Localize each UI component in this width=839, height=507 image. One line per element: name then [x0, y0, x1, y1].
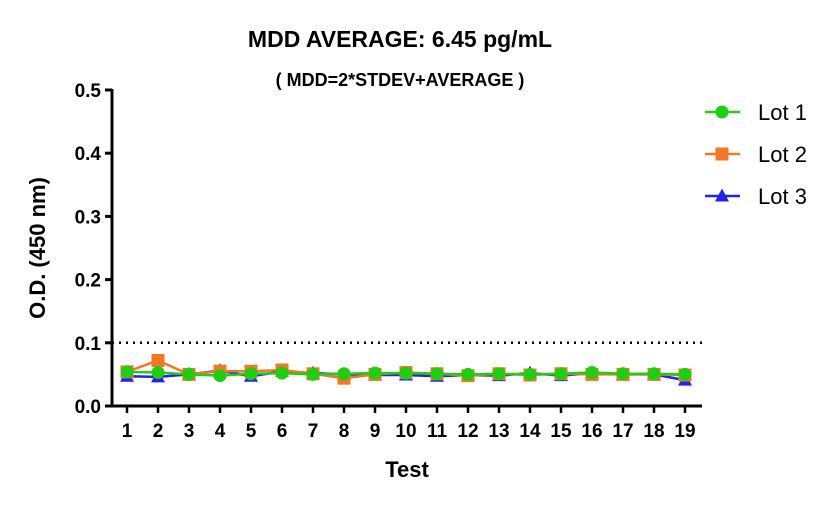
data-point: [554, 367, 568, 381]
data-point: [244, 367, 258, 381]
x-tick-label: 8: [339, 421, 350, 442]
y-tick-label: 0.2: [75, 271, 101, 292]
data-point: [616, 367, 630, 381]
legend-item: Lot 1: [705, 100, 807, 125]
x-tick-label: 2: [153, 421, 164, 442]
plot-area: [120, 353, 692, 386]
x-tick-label: 3: [184, 421, 195, 442]
x-tick-label: 19: [674, 421, 695, 442]
y-tick-label: 0.4: [75, 144, 102, 165]
data-point: [151, 353, 165, 367]
data-point: [337, 367, 351, 381]
data-point: [182, 367, 196, 381]
legend-item: Lot 3: [705, 184, 807, 209]
data-point: [151, 366, 165, 380]
y-tick-label: 0.0: [75, 397, 101, 418]
x-tick-label: 1: [122, 421, 133, 442]
x-tick-label: 6: [277, 421, 288, 442]
data-point: [523, 367, 537, 381]
x-tick-label: 7: [308, 421, 319, 442]
legend-marker: [715, 105, 729, 119]
chart-title: MDD AVERAGE: 6.45 pg/mL: [248, 26, 552, 52]
data-point: [678, 367, 692, 381]
data-point: [213, 369, 227, 383]
x-tick-label: 11: [427, 421, 448, 442]
y-tick-label: 0.1: [75, 334, 102, 355]
legend-item: Lot 2: [705, 142, 807, 167]
x-tick-label: 15: [550, 421, 572, 442]
y-tick-label: 0.3: [75, 207, 101, 228]
x-tick-label: 13: [488, 421, 509, 442]
x-tick-label: 17: [612, 421, 633, 442]
data-point: [430, 367, 444, 381]
legend-marker: [715, 188, 729, 202]
data-point: [492, 367, 506, 381]
chart-subtitle: ( MDD=2*STDEV+AVERAGE ): [276, 70, 525, 90]
data-point: [368, 366, 382, 380]
legend-label: Lot 1: [758, 100, 807, 125]
y-axis-label: O.D. (450 nm): [25, 177, 50, 319]
x-tick-label: 4: [215, 421, 226, 442]
series-lot-1: [120, 365, 692, 383]
data-point: [399, 366, 413, 380]
data-point: [306, 367, 320, 381]
x-axis-label: Test: [385, 457, 429, 482]
x-tick-label: 14: [519, 421, 541, 442]
legend-label: Lot 2: [758, 142, 807, 167]
x-tick-label: 9: [370, 421, 381, 442]
x-tick-label: 5: [246, 421, 257, 442]
legend-label: Lot 3: [758, 184, 807, 209]
y-tick-label: 0.5: [75, 81, 102, 102]
legend-marker: [715, 147, 729, 161]
data-point: [461, 367, 475, 381]
data-point: [120, 365, 134, 379]
legend: Lot 1 Lot 2 Lot 3: [705, 100, 807, 209]
data-point: [647, 367, 661, 381]
x-tick-label: 10: [395, 421, 416, 442]
data-point: [585, 366, 599, 380]
x-tick-label: 16: [581, 421, 602, 442]
axes: 0.00.10.20.30.40.51 2 3 4 5 6 7 8 9 10 11 12 13 14 15 1…: [75, 81, 702, 442]
data-point: [275, 366, 289, 380]
x-tick-label: 18: [643, 421, 664, 442]
x-tick-label: 12: [457, 421, 478, 442]
